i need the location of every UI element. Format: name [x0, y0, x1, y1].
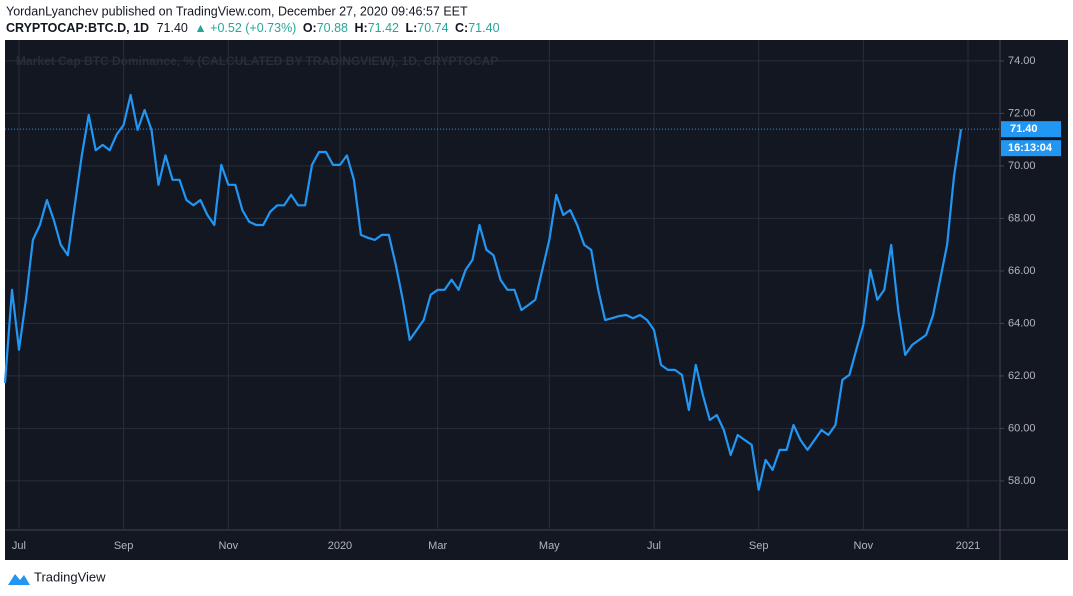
y-tick-label: 58.00: [1008, 475, 1036, 487]
x-tick-label: May: [539, 540, 560, 552]
price-label-box: [1001, 121, 1061, 138]
ohlc-value: 70.88: [317, 21, 348, 35]
x-tick-label: 2020: [328, 540, 352, 552]
x-tick-label: Jul: [647, 540, 661, 552]
x-tick-label: 2021: [956, 540, 980, 552]
y-tick-label: 74.00: [1008, 55, 1036, 67]
ohlc-value: 70.74: [417, 21, 448, 35]
y-tick-label: 66.00: [1008, 265, 1036, 277]
ohlc-label: H:: [354, 21, 367, 35]
x-tick-label: Jul: [12, 540, 26, 552]
change: ▲ +0.52 (+0.73%): [194, 21, 296, 35]
price-line: [3, 93, 963, 491]
x-tick-label: Nov: [219, 540, 239, 552]
x-tick-label: Nov: [854, 540, 874, 552]
y-tick-label: 60.00: [1008, 422, 1036, 434]
y-tick-label: 62.00: [1008, 370, 1036, 382]
y-tick-label: 70.00: [1008, 160, 1036, 172]
x-tick-label: Sep: [114, 540, 134, 552]
y-tick-label: 72.00: [1008, 107, 1036, 119]
symbol-legend: CRYPTOCAP:BTC.D, 1D 71.40 ▲ +0.52 (+0.73…: [6, 21, 500, 35]
ohlc-label: C:: [455, 21, 468, 35]
ohlc-value: 71.40: [468, 21, 499, 35]
ohlc-label: L:: [405, 21, 417, 35]
ohlc-value: 71.42: [368, 21, 399, 35]
brand-logo: [8, 574, 30, 585]
countdown: 16:13:04: [1008, 142, 1053, 154]
chart-background: [5, 40, 1068, 560]
y-tick-label: 68.00: [1008, 212, 1036, 224]
chart-title: Market Cap BTC Dominance, % (CALCULATED …: [16, 54, 498, 68]
logo-icon: [8, 574, 30, 585]
published-line: YordanLyanchev published on TradingView.…: [6, 4, 468, 18]
plot: 58.00 60.00 62.00 64.00 66.00 68.00 70.00 72.00…: [3, 40, 1061, 552]
x-tick-label: Sep: [749, 540, 769, 552]
x-tick-label: Mar: [428, 540, 447, 552]
brand: TradingView: [34, 569, 106, 584]
ohlc-label: O:: [303, 21, 317, 35]
symbol: CRYPTOCAP:BTC.D, 1D: [6, 21, 149, 35]
last: 71.40: [157, 21, 188, 35]
countdown-box: [1001, 140, 1061, 157]
y-tick-label: 64.00: [1008, 317, 1036, 329]
price-label: 71.40: [1010, 123, 1038, 135]
